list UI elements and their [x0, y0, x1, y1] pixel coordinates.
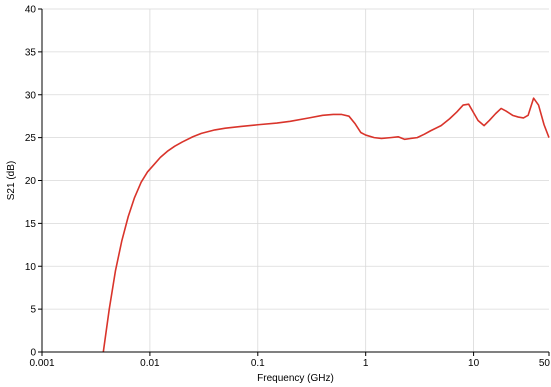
x-tick-label: 10 [468, 358, 480, 369]
series-layer [102, 97, 550, 353]
y-tick-label: 30 [25, 90, 37, 101]
x-axis-ticks: 0.001 0.01 0.1 1 10 50 [29, 352, 550, 369]
y-axis-label: S21 (dB) [6, 161, 17, 200]
y-tick-label: 20 [25, 176, 37, 187]
x-tick-label: 0.1 [251, 358, 265, 369]
y-axis-ticks: 0 5 10 15 20 25 30 35 40 [25, 5, 42, 359]
y-tick-label: 0 [30, 348, 36, 359]
y-tick-label: 15 [25, 219, 37, 230]
x-tick-label: 0.01 [140, 358, 160, 369]
y-tick-label: 5 [30, 305, 36, 316]
x-tick-label: 1 [363, 358, 369, 369]
y-tick-label: 40 [25, 5, 37, 16]
series-line [102, 97, 550, 353]
y-tick-label: 10 [25, 262, 37, 273]
x-tick-label: 50 [539, 358, 551, 369]
y-tick-label: 25 [25, 133, 37, 144]
x-axis-label: Frequency (GHz) [257, 373, 334, 384]
x-tick-label: 0.001 [29, 358, 54, 369]
y-tick-label: 35 [25, 47, 37, 58]
